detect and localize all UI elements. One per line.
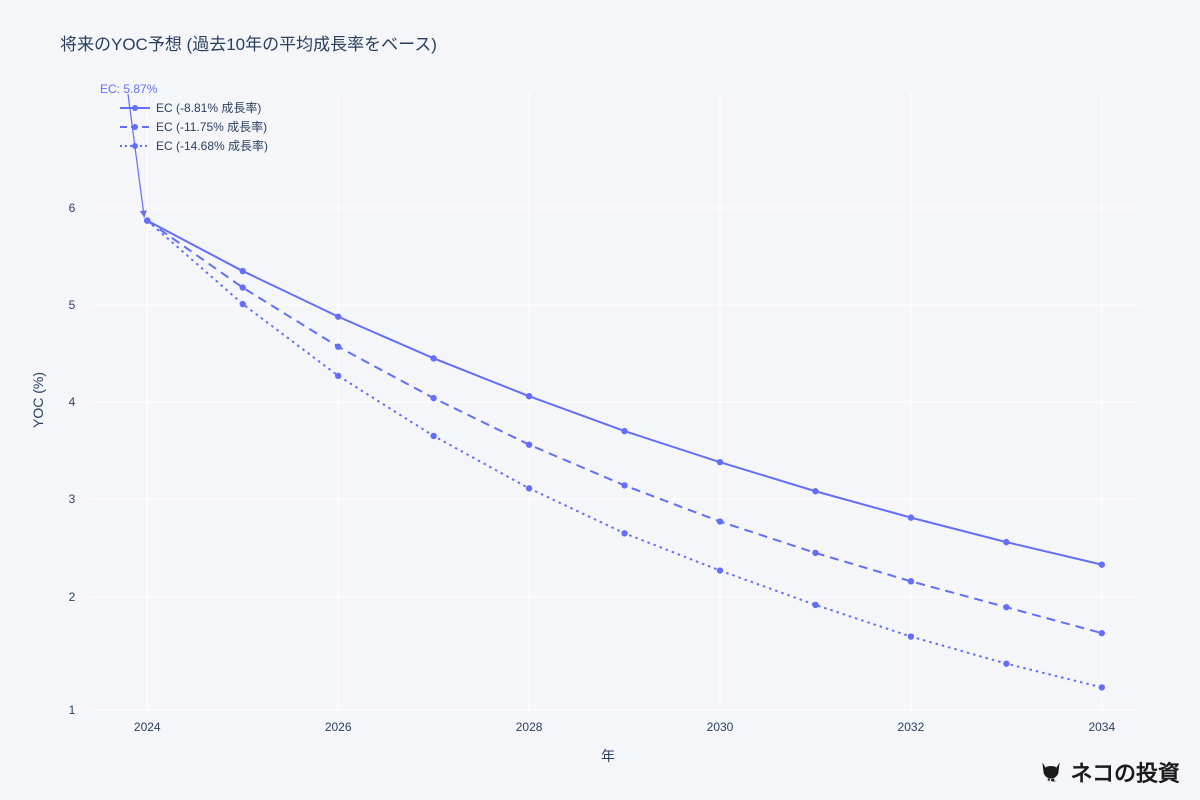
y-tick-label: 3 bbox=[69, 492, 76, 506]
x-tick-label: 2028 bbox=[516, 720, 543, 734]
legend-item-0[interactable]: EC (-8.81% 成長率) bbox=[120, 98, 268, 117]
legend-label: EC (-11.75% 成長率) bbox=[156, 118, 267, 135]
x-tick-label: 2030 bbox=[707, 720, 734, 734]
x-axis-label: 年 bbox=[601, 746, 615, 766]
legend-swatch-dash bbox=[120, 121, 150, 133]
legend-label: EC (-8.81% 成長率) bbox=[156, 99, 261, 116]
y-tick-label: 1 bbox=[69, 703, 76, 717]
y-tick-label: 4 bbox=[69, 395, 76, 409]
x-tick-label: 2026 bbox=[325, 720, 352, 734]
chart-legend: EC (-8.81% 成長率) EC (-11.75% 成長率) EC (-14… bbox=[120, 98, 268, 155]
legend-label: EC (-14.68% 成長率) bbox=[156, 137, 268, 154]
y-tick-label: 2 bbox=[69, 590, 76, 604]
y-tick-label: 6 bbox=[69, 201, 76, 215]
x-tick-label: 2032 bbox=[898, 720, 925, 734]
y-axis-label: YOC (%) bbox=[30, 372, 46, 428]
watermark: ネコの投資 bbox=[1038, 756, 1180, 788]
watermark-text: ネコの投資 bbox=[1070, 756, 1180, 788]
x-tick-label: 2034 bbox=[1088, 720, 1115, 734]
legend-item-1[interactable]: EC (-11.75% 成長率) bbox=[120, 117, 268, 136]
x-tick-label: 2024 bbox=[134, 720, 161, 734]
legend-item-2[interactable]: EC (-14.68% 成長率) bbox=[120, 136, 268, 155]
legend-swatch-dot bbox=[120, 140, 150, 152]
legend-swatch-solid bbox=[120, 102, 150, 114]
y-tick-label: 5 bbox=[69, 298, 76, 312]
cat-icon bbox=[1038, 759, 1064, 785]
